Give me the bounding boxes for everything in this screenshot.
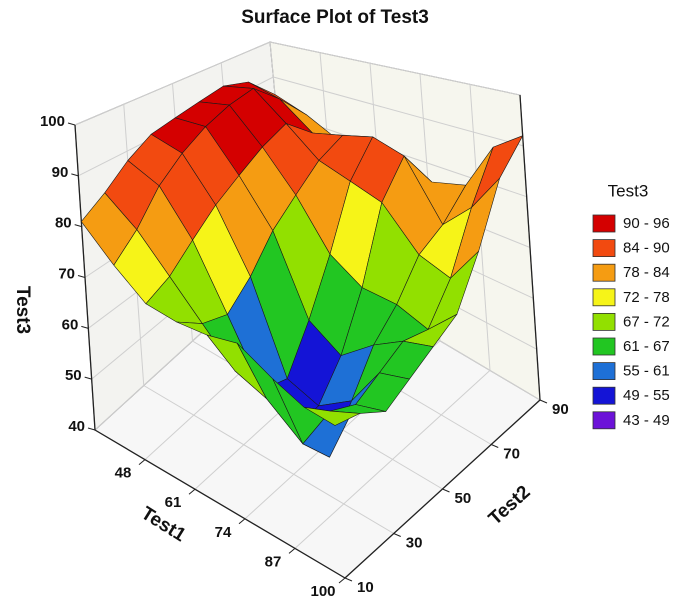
x-tick-label: 100 xyxy=(310,583,335,600)
chart-title: Surface Plot of Test3 xyxy=(241,7,429,28)
axis-line xyxy=(94,429,346,579)
legend-label: 43 - 49 xyxy=(623,412,670,429)
tick-mark xyxy=(338,577,346,584)
legend-swatch xyxy=(592,263,616,282)
y-tick-label: 50 xyxy=(455,490,472,507)
legend-title: Test3 xyxy=(608,181,649,200)
legend-swatch xyxy=(592,312,616,331)
y-tick-label: 90 xyxy=(552,401,569,418)
y-tick-label: 10 xyxy=(357,579,374,596)
tick-mark xyxy=(67,122,76,126)
legend-label: 55 - 61 xyxy=(623,363,670,380)
legend-swatch xyxy=(592,386,616,405)
legend-swatch xyxy=(592,239,616,258)
legend-label: 49 - 55 xyxy=(623,387,670,404)
z-tick-label: 90 xyxy=(52,164,69,181)
legend-label: 84 - 90 xyxy=(623,240,670,257)
tick-mark xyxy=(344,577,353,582)
legend-swatch xyxy=(592,411,616,430)
legend-label: 78 - 84 xyxy=(623,264,670,281)
x-axis-label: Test1 xyxy=(137,503,189,547)
x-tick-label: 87 xyxy=(265,553,282,570)
legend-swatch xyxy=(592,288,616,307)
tick-mark xyxy=(71,173,79,177)
legend-swatch xyxy=(592,214,616,233)
z-axis-label: Test3 xyxy=(12,286,33,334)
z-tick-label: 60 xyxy=(62,316,79,333)
tick-mark xyxy=(77,275,86,278)
surface-patch xyxy=(303,406,361,426)
legend-swatch xyxy=(592,337,616,356)
legend-label: 67 - 72 xyxy=(623,313,670,330)
x-tick-label: 61 xyxy=(165,494,182,511)
legend-label: 90 - 96 xyxy=(623,215,670,232)
y-tick-label: 30 xyxy=(406,534,423,551)
y-axis-label: Test2 xyxy=(485,482,535,530)
tick-mark xyxy=(238,518,246,525)
tick-mark xyxy=(288,548,296,554)
tick-mark xyxy=(491,444,499,448)
x-tick-label: 74 xyxy=(215,524,232,541)
z-tick-label: 80 xyxy=(55,215,72,232)
tick-mark xyxy=(87,427,96,431)
y-tick-label: 70 xyxy=(503,445,520,462)
z-tick-label: 50 xyxy=(65,367,82,384)
tick-mark xyxy=(84,376,92,380)
legend-label: 72 - 78 xyxy=(623,289,670,306)
z-tick-label: 70 xyxy=(58,265,75,282)
tick-mark xyxy=(393,533,401,537)
tick-mark xyxy=(442,488,450,493)
x-tick-label: 48 xyxy=(115,465,132,482)
tick-mark xyxy=(81,325,89,329)
grid-line xyxy=(143,385,395,534)
grid-line xyxy=(269,41,521,96)
axis-line xyxy=(519,94,541,401)
z-tick-label: 100 xyxy=(40,113,65,130)
tick-mark xyxy=(188,488,196,495)
grid-line xyxy=(273,76,524,147)
tick-mark xyxy=(74,224,82,228)
tick-mark xyxy=(539,399,548,404)
z-tick-label: 40 xyxy=(68,418,85,435)
legend-swatch xyxy=(592,362,616,381)
tick-mark xyxy=(138,459,146,465)
legend-label: 61 - 67 xyxy=(623,338,670,355)
